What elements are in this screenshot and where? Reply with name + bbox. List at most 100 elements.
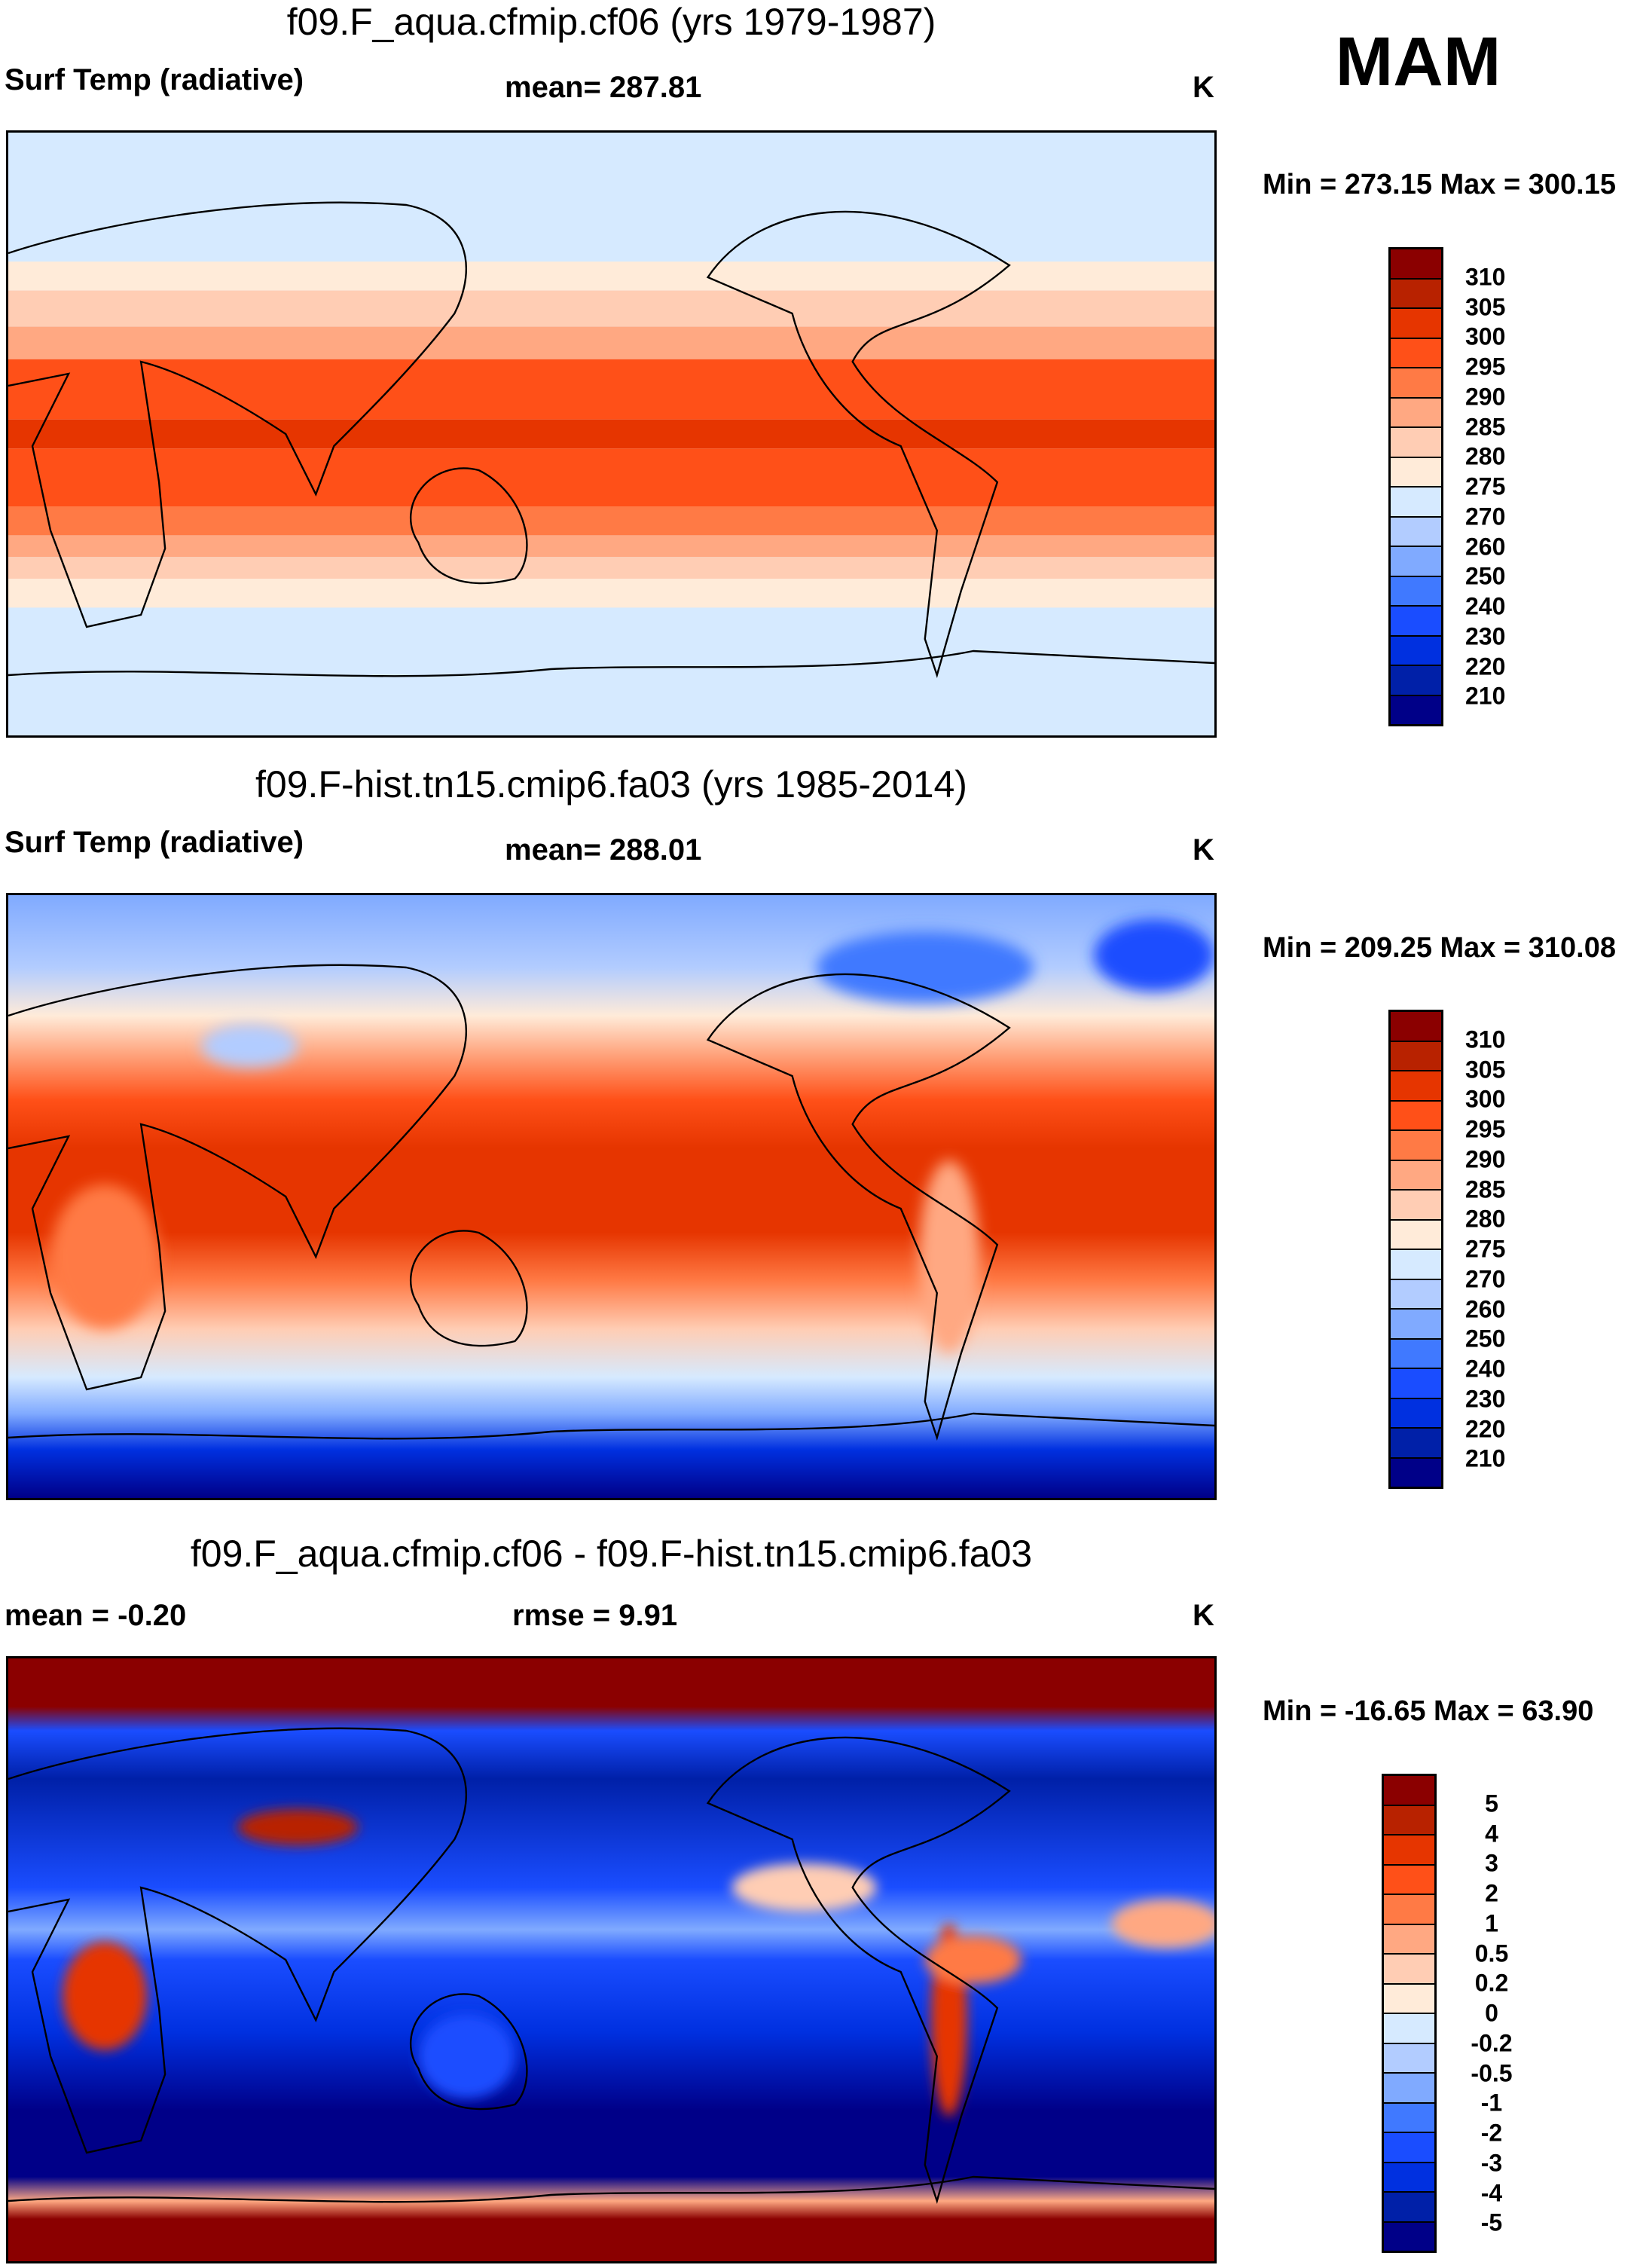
colorbar-box: [1384, 1865, 1434, 1895]
colorbar-box: [1391, 457, 1441, 488]
panel3-map: [6, 1656, 1217, 2263]
colorbar-box: [1384, 1835, 1434, 1866]
colorbar-tick-label: 295: [1465, 1115, 1506, 1143]
colorbar-tick-label: 300: [1465, 1085, 1506, 1113]
colorbar-box: [1391, 1279, 1441, 1310]
colorbar-box: [1384, 2043, 1434, 2074]
panel1-colorbar-ticks: 310 305 300 295 290 285 280 275 270 260 250 240 230 2…: [1465, 247, 1541, 726]
colorbar-tick-label: 290: [1465, 1145, 1506, 1173]
colorbar-box: [1384, 2103, 1434, 2133]
panel3-colorbar: [1382, 1774, 1437, 2253]
colorbar-box: [1391, 1458, 1441, 1487]
colorbar-tick-label: 260: [1465, 533, 1506, 560]
colorbar-box: [1391, 1101, 1441, 1131]
colorbar-tick-label: -5: [1480, 2208, 1503, 2236]
colorbar-tick-label: -0.2: [1471, 2029, 1513, 2057]
colorbar-tick-label: 240: [1465, 592, 1506, 620]
panel3-minmax: Min = -16.65 Max = 63.90: [1263, 1695, 1594, 1727]
colorbar-box: [1384, 1955, 1434, 1985]
colorbar-box: [1384, 2222, 1434, 2251]
colorbar-tick-label: 270: [1465, 1265, 1506, 1293]
colorbar-tick-label: 0.2: [1474, 1969, 1509, 1997]
colorbar-box: [1391, 517, 1441, 547]
colorbar-tick-label: 210: [1465, 1444, 1506, 1472]
colorbar-box: [1391, 338, 1441, 368]
colorbar-box: [1391, 1220, 1441, 1250]
colorbar-box: [1391, 1369, 1441, 1399]
colorbar-box: [1391, 695, 1441, 724]
panel3-rmse-label: rmse = 9.91: [512, 1599, 678, 1632]
colorbar-box: [1391, 279, 1441, 309]
colorbar-box: [1384, 2133, 1434, 2163]
colorbar-box: [1391, 1160, 1441, 1191]
colorbar-tick-label: 305: [1465, 1056, 1506, 1083]
colorbar-box: [1391, 398, 1441, 428]
colorbar-tick-label: 230: [1465, 622, 1506, 650]
colorbar-box: [1391, 1250, 1441, 1280]
colorbar-tick-label: 3: [1485, 1849, 1498, 1877]
colorbar-box: [1384, 1895, 1434, 1925]
panel1-units-label: K: [1193, 71, 1214, 104]
colorbar-tick-label: 220: [1465, 1415, 1506, 1442]
colorbar-tick-label: 285: [1465, 413, 1506, 440]
colorbar-box: [1391, 1310, 1441, 1340]
colorbar-box: [1391, 607, 1441, 637]
panel3-units-label: K: [1193, 1599, 1214, 1632]
season-label: MAM: [1335, 23, 1501, 100]
panel1-minmax: Min = 273.15 Max = 300.15: [1263, 169, 1616, 200]
colorbar-tick-label: 250: [1465, 562, 1506, 590]
panel2-colorbar: [1388, 1010, 1443, 1489]
colorbar-box: [1391, 576, 1441, 607]
panel3-mean-label: mean = -0.20: [5, 1599, 187, 1632]
panel3-colorbar-ticks: 5 4 3 2 1 0.5 0.2 0 -0.2 -0.5 -1 -2 -3 -4 -5: [1439, 1774, 1544, 2253]
panel2-title: f09.F-hist.tn15.cmip6.fa03 (yrs 1985-201…: [255, 763, 967, 805]
colorbar-box: [1391, 368, 1441, 399]
colorbar-tick-label: 310: [1465, 1025, 1506, 1053]
colorbar-tick-label: -1: [1480, 2089, 1503, 2117]
colorbar-tick-label: 0: [1485, 1999, 1498, 2027]
colorbar-tick-label: 305: [1465, 293, 1506, 320]
colorbar-box: [1391, 1429, 1441, 1459]
panel2-units-label: K: [1193, 833, 1214, 867]
colorbar-box: [1391, 428, 1441, 458]
panel1-map: [6, 130, 1217, 738]
colorbar-box: [1384, 2014, 1434, 2044]
panel3-title: f09.F_aqua.cfmip.cf06 - f09.F-hist.tn15.…: [190, 1533, 1033, 1575]
colorbar-tick-label: 310: [1465, 263, 1506, 291]
colorbar-tick-label: 1: [1485, 1909, 1498, 1937]
colorbar-box: [1391, 547, 1441, 577]
colorbar-tick-label: 260: [1465, 1295, 1506, 1322]
colorbar-tick-label: 285: [1465, 1175, 1506, 1203]
colorbar-box: [1384, 2074, 1434, 2104]
colorbar-tick-label: 220: [1465, 653, 1506, 680]
panel1-mean-label: mean= 287.81: [505, 71, 702, 104]
panel1-colorbar: [1388, 247, 1443, 726]
colorbar-tick-label: 230: [1465, 1385, 1506, 1413]
colorbar-tick-label: 280: [1465, 1205, 1506, 1233]
colorbar-box: [1391, 1191, 1441, 1221]
colorbar-box: [1384, 2163, 1434, 2193]
colorbar-tick-label: 275: [1465, 472, 1506, 500]
panel1-title: f09.F_aqua.cfmip.cf06 (yrs 1979-1987): [286, 1, 936, 43]
colorbar-box: [1384, 1776, 1434, 1806]
colorbar-box: [1384, 1805, 1434, 1835]
panel2-colorbar-ticks: 310 305 300 295 290 285 280 275 270 260 250 240 230 2…: [1465, 1010, 1541, 1489]
colorbar-tick-label: 270: [1465, 503, 1506, 530]
colorbar-box: [1391, 488, 1441, 518]
colorbar-tick-label: 280: [1465, 442, 1506, 470]
colorbar-box: [1391, 309, 1441, 339]
colorbar-box: [1391, 1398, 1441, 1429]
colorbar-box: [1384, 1984, 1434, 2014]
colorbar-tick-label: 4: [1485, 1820, 1498, 1847]
colorbar-box: [1391, 1012, 1441, 1042]
colorbar-tick-label: 290: [1465, 383, 1506, 411]
colorbar-tick-label: -3: [1480, 2149, 1503, 2177]
colorbar-box: [1391, 636, 1441, 666]
colorbar-tick-label: 300: [1465, 322, 1506, 350]
colorbar-tick-label: 250: [1465, 1325, 1506, 1353]
colorbar-tick-label: 5: [1485, 1790, 1498, 1817]
colorbar-box: [1391, 1339, 1441, 1369]
colorbar-tick-label: -0.5: [1471, 2059, 1513, 2086]
panel2-minmax: Min = 209.25 Max = 310.08: [1263, 932, 1616, 964]
colorbar-box: [1391, 1131, 1441, 1161]
